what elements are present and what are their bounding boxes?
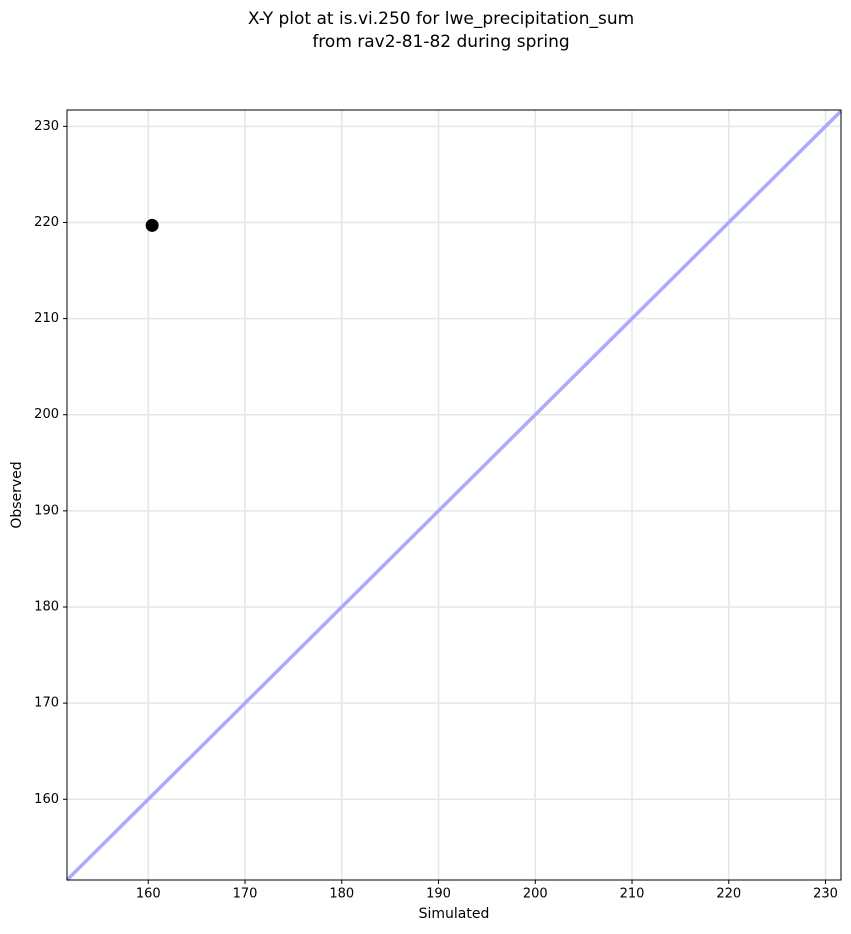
x-tick-label: 180: [329, 887, 354, 902]
x-axis-label: Simulated: [419, 906, 490, 922]
y-axis-label: Observed: [9, 461, 25, 528]
y-tick-label: 170: [34, 696, 59, 711]
chart-title: from rav2-81-82 during spring: [312, 32, 569, 52]
y-tick-label: 160: [34, 792, 59, 807]
y-tick-label: 220: [34, 215, 59, 230]
x-tick-label: 190: [426, 887, 451, 902]
y-tick-label: 210: [34, 311, 59, 326]
y-tick-label: 190: [34, 503, 59, 518]
plot-frame: [66, 109, 842, 881]
y-tick-label: 180: [34, 599, 59, 614]
x-tick-label: 230: [813, 887, 838, 902]
x-tick-label: 200: [523, 887, 548, 902]
x-tick-label: 210: [620, 887, 645, 902]
x-tick-label: 220: [716, 887, 741, 902]
point: [145, 218, 159, 232]
x-tick-label: 170: [233, 887, 258, 902]
identity-line: [65, 109, 843, 882]
y-tick-label: 200: [34, 407, 59, 422]
x-tick-label: 160: [136, 887, 161, 902]
chart-title: X-Y plot at is.vi.250 for lwe_precipitat…: [248, 9, 634, 29]
y-tick-label: 230: [34, 119, 59, 134]
